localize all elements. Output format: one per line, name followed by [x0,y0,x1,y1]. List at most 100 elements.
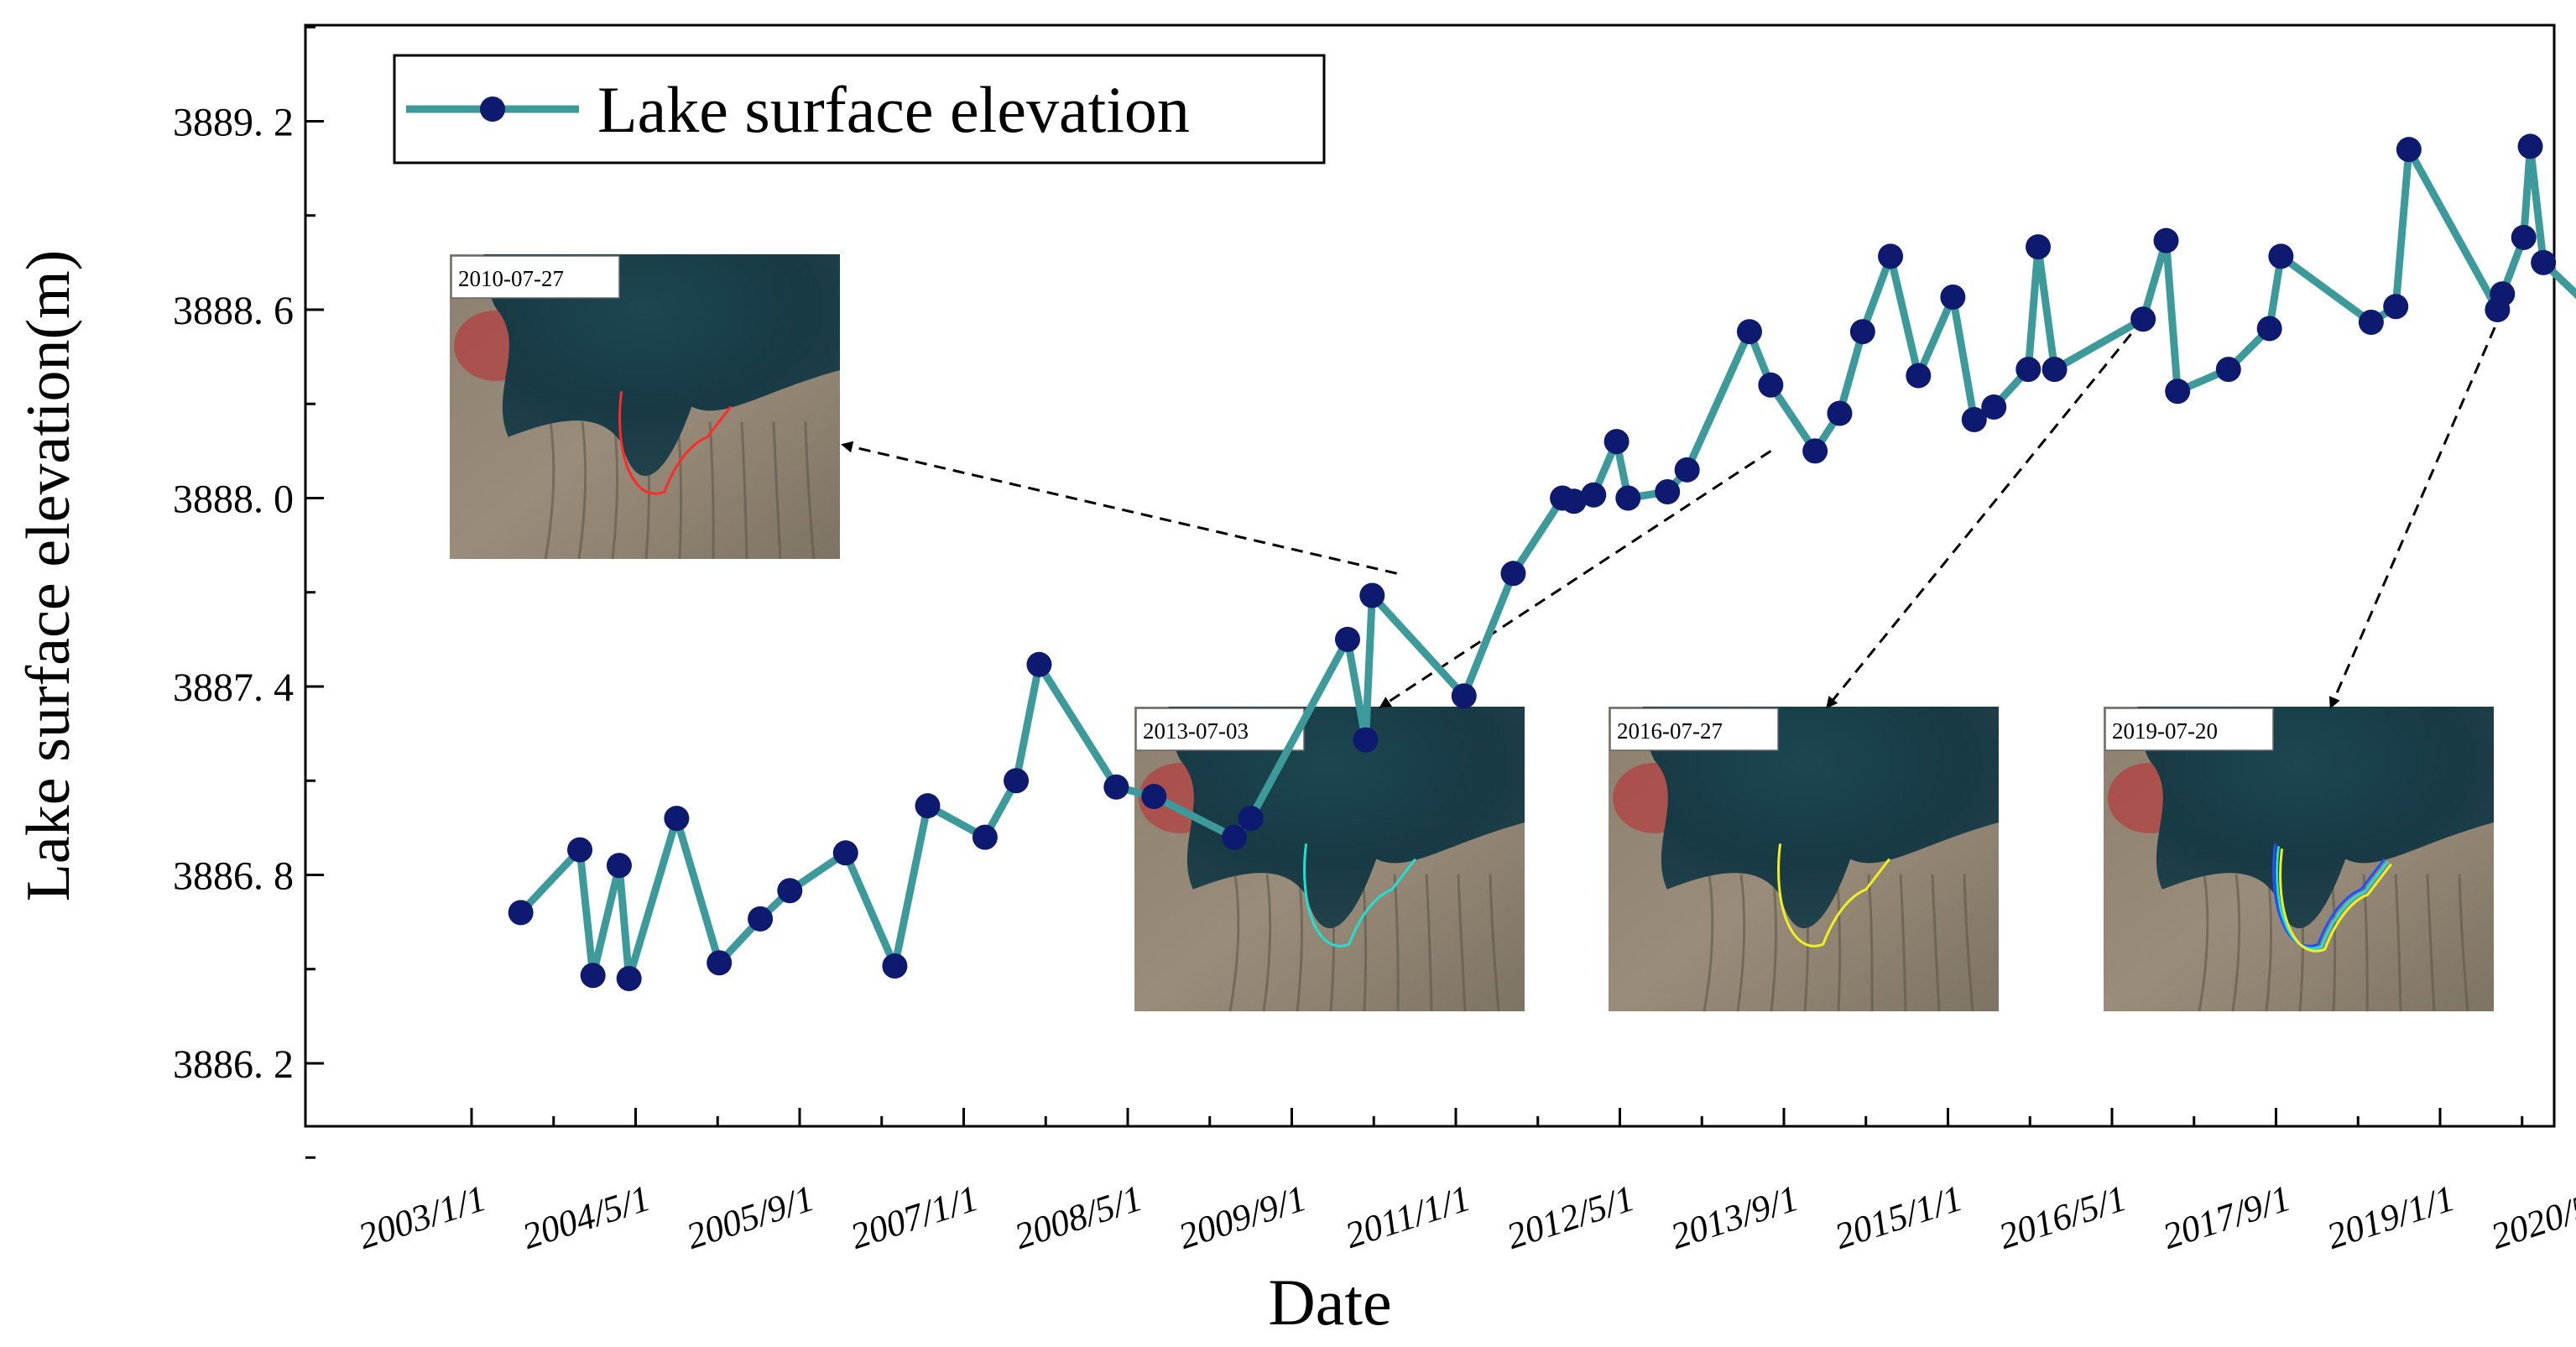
inset-texture [577,421,587,560]
inset-texture [1228,874,1240,1012]
data-point [1849,319,1875,345]
inset-2013-07-03: 2013-07-03 [1134,707,1525,1012]
y-axis-ticks: 3886. 2 3886. 8 3887. 4 3888. 0 3888. 6 3889.… [173,25,324,1159]
inset-texture [1703,874,1714,1012]
inset-texture [1736,874,1746,1012]
inset-water [2137,707,2494,929]
data-point [1603,429,1630,455]
legend-marker-swatch [480,97,505,122]
data-point [616,965,642,991]
inset-boundary [618,391,732,495]
x-tick-label: 2009/9/1 [1174,1177,1311,1257]
inset-water [1168,707,1525,929]
inset-texture [2362,874,2369,1012]
inset-date-box [451,255,620,299]
data-point [2042,357,2068,383]
inset-texture [1489,874,1500,1012]
data-point [972,824,998,850]
inset-texture [1963,874,1974,1012]
x-tick-label: 2012/5/1 [1502,1177,1640,1257]
x-tick-label: 2015/1/1 [1830,1177,1968,1257]
inset-texture [1425,874,1433,1012]
inset-texture [804,421,816,560]
x-tick-label: 2016/5/1 [1994,1177,2131,1257]
x-tick-label: 2004/5/1 [518,1177,655,1257]
x-tick-label: 2007/1/1 [846,1177,983,1257]
data-point [1615,485,1641,511]
y-tick-label: 3886. 8 [173,854,294,899]
data-point [707,950,733,976]
data-point [2256,316,2282,342]
data-point [748,906,774,932]
inset-texture [708,421,715,560]
data-point [2165,379,2191,405]
annotation-arrow [2328,309,2504,709]
data-point [915,793,941,819]
inset-texture [544,421,555,560]
satellite-insets: 2010-07-27 2013-07-03 2016-07-27 2019-07-20 [450,254,2494,1012]
x-axis-label: Date [1268,1266,1391,1339]
data-point [2026,234,2052,260]
data-point [1736,319,1762,345]
inset-water [483,254,840,477]
data-point [1802,438,1828,464]
data-point [2511,224,2537,250]
data-point [2268,243,2294,269]
data-point [832,840,858,866]
data-point [1758,372,1784,398]
inset-texture [1457,874,1467,1012]
inset-texture [2426,874,2436,1012]
inset-boundary [1777,843,1890,948]
y-tick-label: 3887. 4 [173,666,294,710]
data-point [2153,227,2179,253]
data-point [1004,768,1030,794]
data-point [1981,394,2007,420]
legend-label: Lake surface elevation [597,73,1190,146]
data-point [2396,137,2422,163]
inset-boundary [1303,843,1416,948]
inset-date-box [1609,707,1779,751]
inset-texture [2394,874,2402,1012]
inset-date-label: 2019-07-20 [2112,718,2218,744]
annotation-arrow [1379,450,1772,708]
data-point [1581,482,1607,508]
data-point [777,878,803,904]
inset-texture [2231,874,2241,1012]
inset-texture [772,421,782,560]
x-tick-label: 2013/9/1 [1666,1177,1803,1257]
y-tick-label: 3888. 0 [173,478,294,522]
inset-date-label: 2016-07-27 [1617,718,1723,744]
plot-frame [304,23,2556,1128]
inset-texture [740,421,748,560]
data-point [606,853,632,879]
inset-date-box [2104,707,2274,751]
data-point [2358,309,2384,335]
data-point [1961,406,1987,432]
x-tick-label: 2017/9/1 [2158,1177,2296,1257]
inset-date-label: 2013-07-03 [1143,718,1249,744]
inset-texture [2198,874,2209,1012]
data-point [1500,561,1526,587]
data-point [567,837,593,863]
data-point [2490,281,2516,307]
data-point [1906,363,1932,389]
x-axis-ticks: 2003/1/1 2004/5/1 2005/9/1 2007/1/1 2008/5/1… [353,1108,2576,1257]
annotation-arrow [1826,318,2145,709]
x-tick-label: 2003/1/1 [353,1177,491,1257]
y-tick-label: 3886. 2 [173,1042,294,1087]
data-point [2383,294,2409,320]
data-point [2130,306,2156,332]
data-point [2531,249,2557,275]
series-markers [508,133,2557,991]
y-tick-label: 3888. 6 [173,289,294,333]
annotation-arrow [841,441,1397,575]
legend-box [393,54,1326,164]
data-point [1103,774,1129,800]
data-point [2015,357,2042,383]
data-point [882,953,908,979]
y-tick-label: 3889. 2 [173,101,294,145]
inset-date-label: 2010-07-27 [458,266,564,291]
data-point [1827,400,1853,426]
inset-texture [2265,874,2273,1012]
